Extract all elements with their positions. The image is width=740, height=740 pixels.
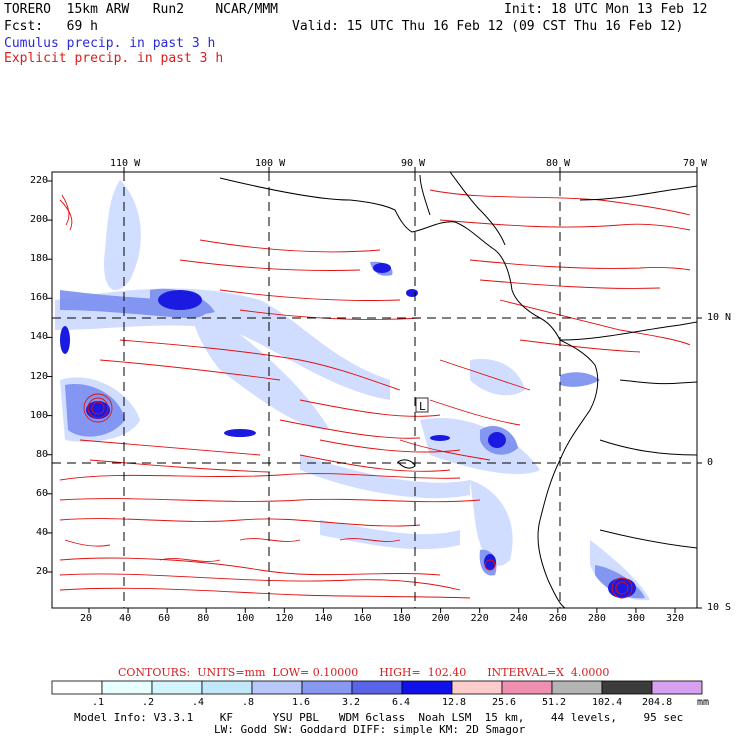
lat-label: 0 bbox=[707, 457, 714, 468]
legend-swatch bbox=[151, 680, 203, 695]
y-tick-label: 60 bbox=[35, 487, 48, 499]
color-legend bbox=[51, 680, 703, 695]
legend-threshold-label: 51.2 bbox=[542, 697, 567, 708]
legend-swatch bbox=[101, 680, 153, 695]
x-tick-label: 280 bbox=[587, 613, 606, 624]
valid-time: Valid: 15 UTC Thu 16 Feb 12 (09 CST Thu … bbox=[292, 19, 684, 34]
legend-threshold-label: 102.4 bbox=[592, 697, 623, 708]
lat-label: 10 S bbox=[707, 602, 732, 613]
legend-swatch bbox=[51, 680, 103, 695]
legend-swatch bbox=[651, 680, 703, 695]
x-tick-label: 240 bbox=[509, 613, 528, 624]
explicit-precip-contours bbox=[59, 189, 691, 608]
low-marker-box bbox=[415, 397, 429, 413]
legend-threshold-label: 1.6 bbox=[292, 697, 311, 708]
y-tick-label: 20 bbox=[35, 566, 48, 577]
x-tick-label: 200 bbox=[431, 613, 450, 624]
x-tick-label: 80 bbox=[197, 613, 210, 624]
x-tick-label: 160 bbox=[353, 613, 372, 624]
legend-threshold-label: 25.6 bbox=[492, 697, 517, 708]
y-tick-label: 160 bbox=[29, 292, 48, 304]
cumulus-legend-label: Cumulus precip. in past 3 h bbox=[4, 36, 216, 51]
forecast-hour: Fcst: 69 h bbox=[4, 19, 98, 34]
y-tick-label: 100 bbox=[29, 409, 48, 421]
y-tick-label: 80 bbox=[35, 448, 48, 460]
legend-threshold-label: 12.8 bbox=[442, 697, 467, 708]
legend-threshold-label: 3.2 bbox=[342, 697, 361, 708]
x-tick-label: 220 bbox=[470, 613, 489, 624]
legend-threshold-label: .1 bbox=[92, 697, 105, 708]
model-title: TORERO 15km ARW Run2 NCAR/MMM bbox=[4, 2, 278, 17]
x-tick-label: 60 bbox=[158, 613, 171, 624]
lon-label: 80 W bbox=[546, 158, 571, 169]
legend-threshold-label: 6.4 bbox=[392, 697, 411, 708]
legend-swatch bbox=[201, 680, 253, 695]
y-tick-label: 120 bbox=[29, 370, 48, 382]
x-tick-label: 100 bbox=[236, 613, 255, 624]
lon-label: 90 W bbox=[401, 158, 426, 169]
cumulus-precip-dark bbox=[60, 263, 636, 598]
plot-frame bbox=[51, 171, 698, 609]
y-tick-label: 200 bbox=[29, 214, 48, 226]
lon-label: 100 W bbox=[255, 158, 286, 169]
cumulus-precip-light bbox=[55, 180, 650, 601]
contours-summary: CONTOURS: UNITS=mm LOW= 0.10000 HIGH= 10… bbox=[118, 666, 610, 679]
map-plot-area bbox=[52, 172, 697, 608]
x-tick-label: 180 bbox=[392, 613, 411, 624]
legend-threshold-label: .8 bbox=[242, 697, 255, 708]
legend-swatch bbox=[301, 680, 353, 695]
legend-swatch bbox=[501, 680, 553, 695]
lon-label: 110 W bbox=[110, 158, 141, 169]
legend-swatch bbox=[251, 680, 303, 695]
low-marker: L bbox=[419, 400, 426, 413]
legend-threshold-label: .2 bbox=[142, 697, 155, 708]
y-tick-label: 140 bbox=[29, 331, 48, 343]
model-info-line: Model Info: V3.3.1 KF YSU PBL WDM 6class… bbox=[74, 711, 684, 724]
init-time: Init: 18 UTC Mon 13 Feb 12 bbox=[504, 2, 708, 17]
x-tick-label: 40 bbox=[119, 613, 132, 624]
legend-swatch bbox=[451, 680, 503, 695]
legend-swatch bbox=[551, 680, 603, 695]
axis-ticks bbox=[47, 167, 702, 613]
x-tick-label: 320 bbox=[666, 613, 685, 624]
explicit-legend-label: Explicit precip. in past 3 h bbox=[4, 51, 224, 66]
lat-label: 10 N bbox=[707, 312, 732, 323]
physics-info-line: LW: Godd SW: Goddard DIFF: simple KM: 2D… bbox=[214, 723, 526, 736]
y-tick-label: 220 bbox=[29, 175, 48, 186]
legend-threshold-label: 204.8 bbox=[642, 697, 673, 708]
y-tick-label: 180 bbox=[29, 253, 48, 265]
legend-threshold-label: .4 bbox=[192, 697, 205, 708]
x-tick-label: 140 bbox=[314, 613, 333, 624]
legend-swatch bbox=[401, 680, 453, 695]
lon-label: 70 W bbox=[683, 158, 708, 169]
x-tick-label: 20 bbox=[80, 613, 93, 624]
y-tick-label: 40 bbox=[35, 526, 48, 538]
x-tick-label: 260 bbox=[548, 613, 567, 624]
lat-lon-grid bbox=[52, 172, 697, 608]
x-tick-label: 300 bbox=[626, 613, 645, 624]
legend-swatch bbox=[601, 680, 653, 695]
units-label: mm bbox=[697, 697, 710, 708]
x-tick-label: 120 bbox=[275, 613, 294, 624]
legend-swatch bbox=[351, 680, 403, 695]
